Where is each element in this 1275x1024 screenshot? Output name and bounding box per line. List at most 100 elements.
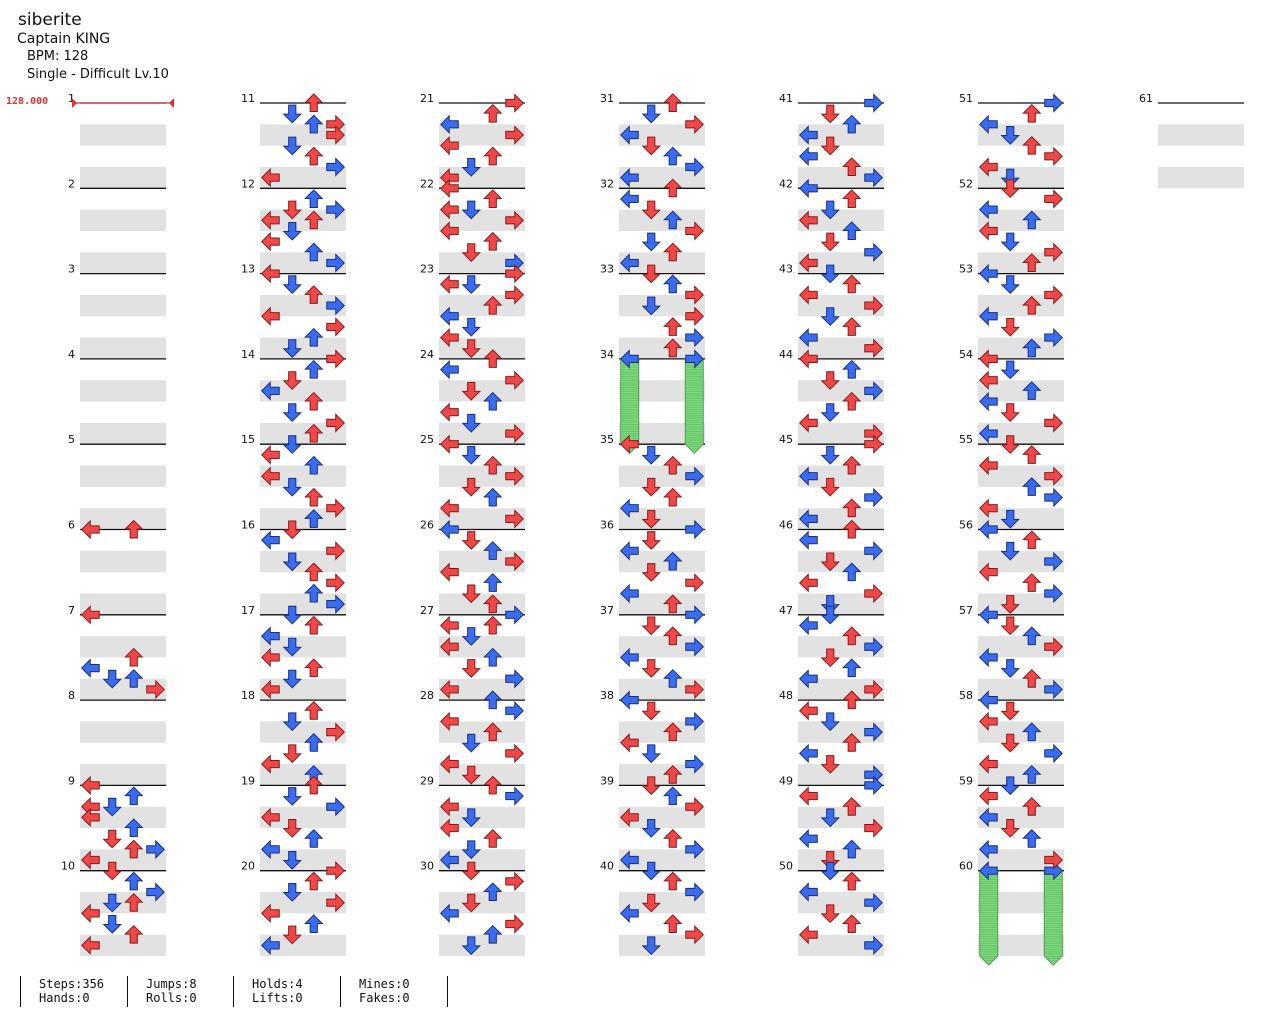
beat-band bbox=[260, 892, 346, 914]
down-arrow-note bbox=[282, 477, 302, 497]
beat-band bbox=[978, 934, 1064, 956]
up-arrow-note bbox=[483, 146, 503, 166]
beat-band bbox=[619, 252, 705, 274]
right-arrow-note bbox=[864, 295, 883, 316]
up-arrow-note bbox=[483, 647, 503, 667]
up-arrow-note bbox=[304, 562, 324, 582]
right-arrow-note bbox=[685, 924, 704, 945]
left-arrow-note bbox=[620, 125, 639, 145]
beat-band bbox=[439, 465, 525, 487]
measure-number: 3 bbox=[68, 263, 75, 276]
down-arrow-note bbox=[1000, 819, 1020, 838]
left-arrow-note bbox=[261, 466, 280, 486]
down-arrow-note bbox=[820, 371, 840, 390]
right-arrow-note bbox=[326, 860, 345, 881]
beat-band bbox=[619, 849, 705, 871]
measure-number: 58 bbox=[959, 689, 973, 702]
beat-band bbox=[80, 422, 166, 445]
beat-band bbox=[619, 934, 705, 956]
beat-band bbox=[978, 124, 1064, 146]
right-arrow-note bbox=[864, 818, 883, 838]
up-arrow-note bbox=[663, 93, 683, 112]
left-arrow-note bbox=[979, 807, 998, 828]
left-arrow-note bbox=[620, 189, 639, 209]
up-arrow-note bbox=[842, 626, 862, 646]
beat-band bbox=[80, 465, 166, 487]
right-arrow-note bbox=[505, 871, 524, 892]
beat-band bbox=[798, 465, 884, 487]
measure-number: 56 bbox=[959, 519, 973, 532]
right-arrow-note bbox=[685, 711, 704, 732]
left-arrow-note bbox=[440, 221, 459, 241]
beat-band bbox=[619, 678, 705, 701]
right-arrow-note bbox=[864, 167, 883, 188]
beat-band bbox=[798, 764, 884, 786]
left-arrow-note bbox=[620, 807, 639, 828]
down-arrow-note bbox=[282, 104, 302, 124]
left-arrow-note bbox=[979, 839, 998, 860]
right-arrow-note bbox=[1044, 327, 1063, 348]
down-arrow-note bbox=[461, 339, 481, 358]
measure-number: 41 bbox=[779, 92, 793, 105]
beat-band bbox=[619, 294, 705, 317]
step-chart: 1234567891011121314151617181920212223242… bbox=[61, 92, 1244, 966]
beat-band bbox=[260, 209, 346, 231]
left-arrow-note bbox=[620, 647, 639, 668]
right-arrow-note bbox=[326, 797, 345, 817]
left-arrow-note bbox=[799, 125, 818, 145]
down-arrow-note bbox=[461, 531, 481, 550]
measure-number: 5 bbox=[68, 433, 75, 446]
left-arrow-note bbox=[620, 434, 639, 454]
left-arrow-note bbox=[799, 743, 818, 764]
up-arrow-note bbox=[483, 722, 503, 742]
down-arrow-note bbox=[1000, 659, 1020, 678]
right-arrow-note bbox=[326, 199, 345, 220]
measure-number: 17 bbox=[241, 604, 255, 617]
left-arrow-note bbox=[979, 263, 998, 284]
measure-number: 29 bbox=[420, 774, 434, 787]
down-arrow-note bbox=[641, 232, 661, 252]
down-arrow-note bbox=[820, 851, 840, 870]
left-arrow-note bbox=[440, 850, 459, 870]
left-arrow-note bbox=[979, 519, 998, 540]
measure-number: 46 bbox=[779, 519, 793, 532]
up-arrow-note bbox=[304, 487, 324, 507]
left-arrow-note bbox=[261, 231, 280, 252]
right-arrow-note bbox=[1044, 93, 1063, 113]
down-arrow-note bbox=[1000, 179, 1020, 199]
up-arrow-note bbox=[304, 93, 324, 112]
measure-number: 48 bbox=[779, 689, 793, 702]
stat-fakes: Fakes:0 bbox=[359, 991, 410, 1005]
down-arrow-note bbox=[1000, 125, 1020, 145]
up-arrow-note bbox=[663, 551, 683, 571]
stat-mines: Mines:0 bbox=[359, 977, 410, 991]
beat-band bbox=[978, 209, 1064, 231]
left-arrow-note bbox=[979, 455, 998, 476]
up-arrow-note bbox=[483, 455, 503, 475]
measure-number: 13 bbox=[241, 263, 255, 276]
up-arrow-note bbox=[304, 455, 324, 475]
right-arrow-note bbox=[685, 114, 704, 135]
beat-band bbox=[260, 849, 346, 871]
up-arrow-note bbox=[842, 189, 862, 208]
stats-divider bbox=[233, 976, 234, 1007]
up-arrow-note bbox=[1022, 573, 1042, 592]
measure-number: 42 bbox=[779, 177, 793, 190]
beat-band bbox=[439, 209, 525, 231]
left-arrow-note bbox=[440, 199, 459, 220]
down-arrow-note bbox=[1000, 509, 1020, 529]
down-arrow-note bbox=[461, 733, 481, 753]
left-arrow-note bbox=[799, 701, 818, 721]
left-arrow-note bbox=[799, 413, 818, 433]
up-arrow-note bbox=[663, 829, 683, 848]
down-arrow-note bbox=[282, 605, 302, 625]
right-arrow-note bbox=[1044, 242, 1063, 262]
stat-steps: Steps:356 bbox=[39, 977, 105, 991]
left-arrow-note bbox=[799, 509, 818, 529]
down-arrow-note bbox=[282, 883, 302, 902]
right-arrow-note bbox=[685, 466, 704, 486]
beat-band bbox=[619, 166, 705, 189]
beat-band bbox=[260, 252, 346, 274]
down-arrow-note bbox=[461, 840, 481, 860]
right-arrow-note bbox=[1044, 466, 1063, 486]
